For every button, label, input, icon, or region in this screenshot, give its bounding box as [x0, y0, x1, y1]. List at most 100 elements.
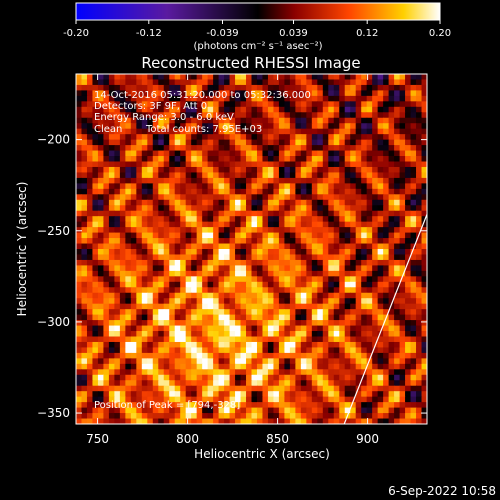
heatmap-cell: [130, 123, 137, 130]
heatmap-cell: [86, 265, 94, 272]
heatmap-cell: [355, 298, 362, 305]
heatmap-cell: [185, 336, 192, 343]
heatmap-cell: [158, 145, 165, 152]
heatmap-cell: [229, 134, 236, 141]
heatmap-cell: [130, 128, 137, 135]
heatmap-cell: [410, 117, 417, 124]
heatmap-cell: [92, 298, 99, 305]
heatmap-cell: [81, 391, 88, 398]
heatmap-cell: [306, 232, 313, 239]
heatmap-cell: [317, 106, 324, 113]
heatmap-cell: [235, 74, 242, 81]
heatmap-cell: [152, 161, 159, 168]
heatmap-cell: [300, 254, 307, 261]
heatmap-cell: [267, 369, 275, 376]
heatmap-cell: [284, 205, 291, 212]
heatmap-cell: [147, 194, 154, 201]
heatmap-cell: [240, 303, 247, 310]
heatmap-cell: [235, 232, 242, 239]
heatmap-cell: [311, 320, 318, 327]
heatmap-cell: [114, 221, 121, 228]
heatmap-cell: [328, 270, 335, 277]
heatmap-cell: [251, 117, 258, 124]
heatmap-cell: [86, 243, 94, 250]
heatmap-cell: [311, 391, 318, 398]
heatmap-cell: [388, 281, 395, 288]
heatmap-cell: [147, 134, 154, 141]
heatmap-cell: [224, 134, 231, 141]
heatmap-cell: [311, 303, 318, 310]
heatmap-cell: [86, 183, 94, 190]
heatmap-cell: [366, 177, 373, 184]
heatmap-cell: [92, 106, 99, 113]
heatmap-cell: [311, 276, 318, 283]
heatmap-cell: [147, 95, 154, 102]
heatmap-cell: [306, 166, 313, 174]
heatmap-cell: [141, 243, 148, 250]
heatmap-cell: [366, 358, 373, 365]
heatmap-cell: [191, 145, 198, 152]
heatmap-cell: [322, 238, 329, 245]
heatmap-cell: [416, 292, 423, 299]
heatmap-cell: [207, 145, 214, 152]
heatmap-cell: [311, 243, 318, 250]
heatmap-cell: [246, 331, 253, 338]
heatmap-cell: [103, 309, 110, 316]
heatmap-cell: [311, 188, 318, 195]
heatmap-cell: [322, 249, 329, 256]
heatmap-cell: [366, 166, 373, 174]
heatmap-cell: [383, 156, 390, 163]
heatmap-cell: [224, 243, 231, 250]
heatmap-cell: [421, 331, 427, 338]
heatmap-cell: [394, 145, 401, 152]
heatmap-cell: [147, 150, 154, 157]
heatmap-cell: [136, 183, 143, 190]
heatmap-cell: [366, 320, 373, 327]
heatmap-cell: [196, 101, 203, 108]
heatmap-cell: [174, 90, 181, 97]
heatmap-cell: [267, 336, 275, 343]
heatmap-cell: [339, 281, 346, 288]
heatmap-cell: [350, 238, 357, 245]
heatmap-cell: [421, 407, 427, 414]
heatmap-cell: [355, 363, 362, 370]
heatmap-cell: [114, 101, 121, 108]
heatmap-cell: [328, 117, 335, 124]
heatmap-cell: [213, 276, 220, 283]
heatmap-cell: [410, 314, 417, 321]
heatmap-cell: [103, 314, 110, 321]
heatmap-cell: [229, 177, 236, 184]
heatmap-cell: [218, 380, 225, 387]
heatmap-cell: [289, 232, 296, 239]
heatmap-cell: [333, 210, 340, 217]
heatmap-cell: [394, 227, 401, 234]
heatmap-cell: [344, 84, 351, 92]
heatmap-cell: [311, 205, 318, 212]
heatmap-cell: [322, 270, 329, 277]
heatmap-cell: [311, 134, 318, 141]
heatmap-cell: [235, 194, 242, 201]
heatmap-cell: [92, 112, 99, 119]
heatmap-cell: [114, 314, 121, 321]
heatmap-cell: [421, 117, 427, 124]
colorbar-tick-label: 0.20: [429, 28, 451, 39]
heatmap-cell: [125, 254, 132, 261]
heatmap-cell: [262, 369, 269, 376]
heatmap-cell: [141, 156, 148, 163]
heatmap-cell: [262, 418, 269, 424]
heatmap-cell: [361, 227, 368, 234]
heatmap-cell: [388, 341, 395, 349]
heatmap-cell: [317, 150, 324, 157]
heatmap-cell: [76, 243, 83, 250]
heatmap-cell: [377, 205, 384, 212]
heatmap-cell: [295, 123, 302, 130]
heatmap-cell: [185, 352, 192, 359]
heatmap-cell: [333, 396, 340, 403]
heatmap-cell: [152, 374, 159, 381]
heatmap-cell: [180, 270, 187, 277]
heatmap-cell: [202, 281, 209, 288]
heatmap-cell: [339, 183, 346, 190]
heatmap-cell: [218, 95, 225, 102]
heatmap-cell: [196, 145, 203, 152]
heatmap-cell: [322, 352, 329, 359]
